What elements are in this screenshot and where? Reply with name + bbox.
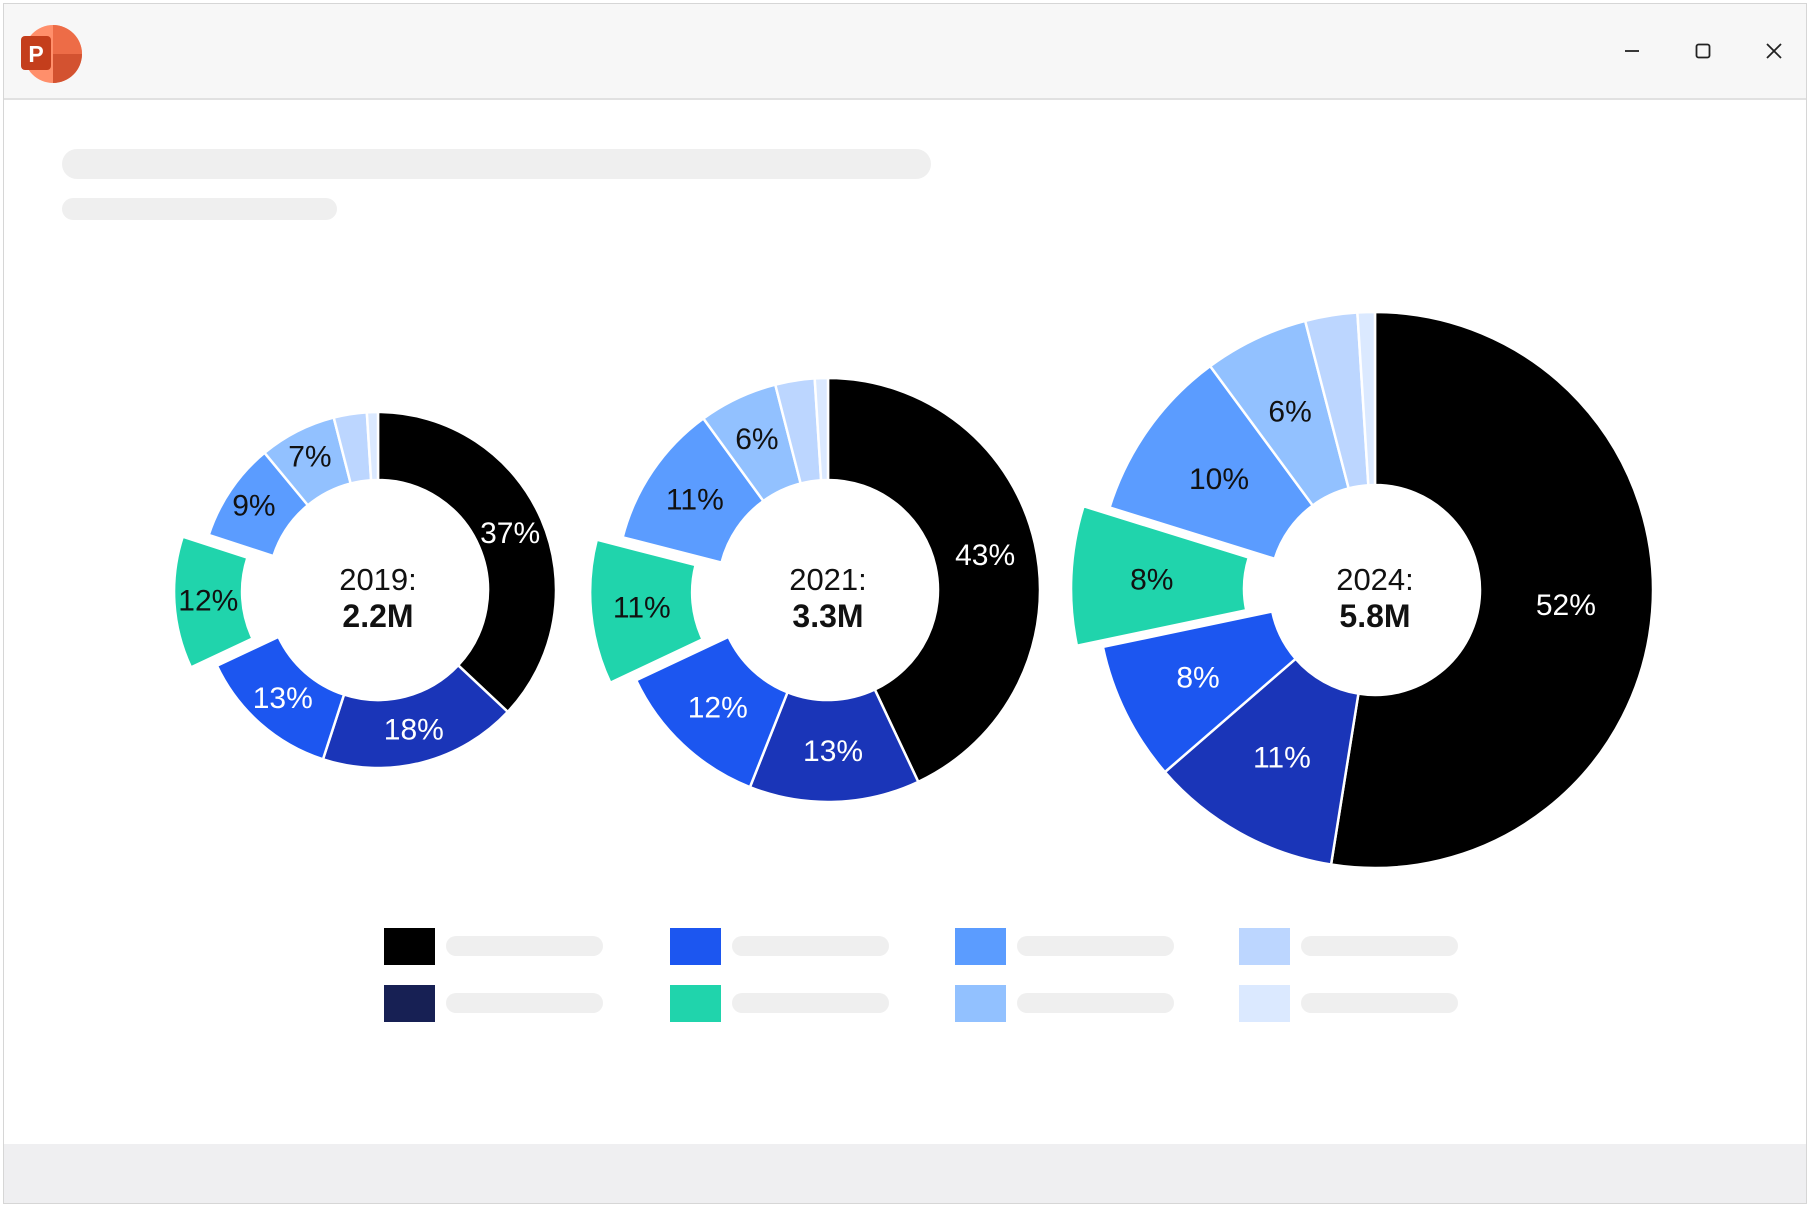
- legend-swatch: [1239, 928, 1290, 965]
- legend-swatch: [670, 985, 721, 1022]
- slide-title-placeholder: [62, 149, 931, 179]
- donut-slice: [1329, 310, 1655, 870]
- slice-data-label: 12%: [178, 585, 238, 618]
- center-value-label: 5.8M: [1339, 598, 1410, 634]
- app-icon-letter: P: [28, 41, 43, 67]
- legend-label-placeholder: [732, 993, 889, 1013]
- minimize-button[interactable]: [1607, 26, 1657, 76]
- slice-data-label: 18%: [384, 713, 444, 746]
- center-year-label: 2019:: [339, 562, 417, 597]
- minimize-icon: [1625, 50, 1639, 52]
- slice-data-label: 37%: [480, 517, 540, 550]
- close-button[interactable]: [1749, 26, 1799, 76]
- legend-swatch: [670, 928, 721, 965]
- title-bar: P: [4, 4, 1806, 100]
- slice-data-label: 8%: [1176, 662, 1219, 695]
- donut-slice: [1069, 504, 1251, 648]
- maximize-button[interactable]: [1678, 26, 1728, 76]
- slice-data-label: 10%: [1189, 463, 1249, 496]
- slice-data-label: 12%: [688, 691, 748, 724]
- donut-slice: [1356, 310, 1377, 487]
- slice-data-label: 13%: [803, 735, 863, 768]
- donut-slice: [172, 535, 255, 670]
- slice-data-label: 11%: [666, 484, 724, 517]
- center-year-label: 2024:: [1336, 562, 1414, 597]
- slice-data-label: 6%: [1268, 396, 1311, 429]
- center-year-label: 2021:: [789, 562, 867, 597]
- donut-slice: [634, 635, 790, 789]
- donut-chart-2019: 37% 18% 13% 12% 9% 7% 2019:2.2M: [172, 410, 558, 770]
- slice-data-label: 6%: [735, 423, 778, 456]
- legend-label-placeholder: [446, 993, 603, 1013]
- status-bar: [4, 1144, 1806, 1203]
- donut-chart-2021: 43% 13% 12% 11% 11% 6% 2021:3.3M: [588, 376, 1042, 804]
- slice-data-label: 52%: [1536, 589, 1596, 622]
- donut-slice: [376, 410, 558, 714]
- legend-label-placeholder: [1017, 936, 1174, 956]
- donut-slice: [365, 410, 380, 482]
- donut-slice: [1101, 610, 1298, 774]
- maximize-icon: [1695, 43, 1711, 59]
- slice-data-label: 11%: [1253, 741, 1311, 774]
- center-value-label: 2.2M: [342, 598, 413, 634]
- center-value-label: 3.3M: [792, 598, 863, 634]
- slice-data-label: 43%: [955, 539, 1015, 572]
- slide-subtitle-placeholder: [62, 198, 337, 220]
- legend-swatch: [955, 985, 1006, 1022]
- donut-slice: [826, 376, 1042, 784]
- donut-slice: [1107, 364, 1315, 561]
- legend-label-placeholder: [446, 936, 603, 956]
- donut-slice: [813, 376, 830, 482]
- close-icon: [1766, 43, 1782, 59]
- slice-data-label: 8%: [1130, 563, 1173, 596]
- legend-swatch: [955, 928, 1006, 965]
- donut-slice: [588, 538, 705, 685]
- donut-slice: [1163, 656, 1360, 866]
- powerpoint-icon[interactable]: P: [17, 24, 83, 84]
- slice-data-label: 9%: [232, 490, 275, 523]
- legend-label-placeholder: [732, 936, 889, 956]
- legend-swatch: [1239, 985, 1290, 1022]
- legend-label-placeholder: [1301, 936, 1458, 956]
- legend-swatch: [384, 985, 435, 1022]
- slice-data-label: 13%: [253, 682, 313, 715]
- legend-label-placeholder: [1017, 993, 1174, 1013]
- slice-data-label: 7%: [288, 440, 331, 473]
- donut-chart-2024: 52% 11% 8% 8% 10% 6% 2024:5.8M: [1069, 310, 1655, 870]
- donut-slice: [215, 635, 346, 761]
- slice-data-label: 11%: [613, 592, 671, 625]
- legend-swatch: [384, 928, 435, 965]
- legend-label-placeholder: [1301, 993, 1458, 1013]
